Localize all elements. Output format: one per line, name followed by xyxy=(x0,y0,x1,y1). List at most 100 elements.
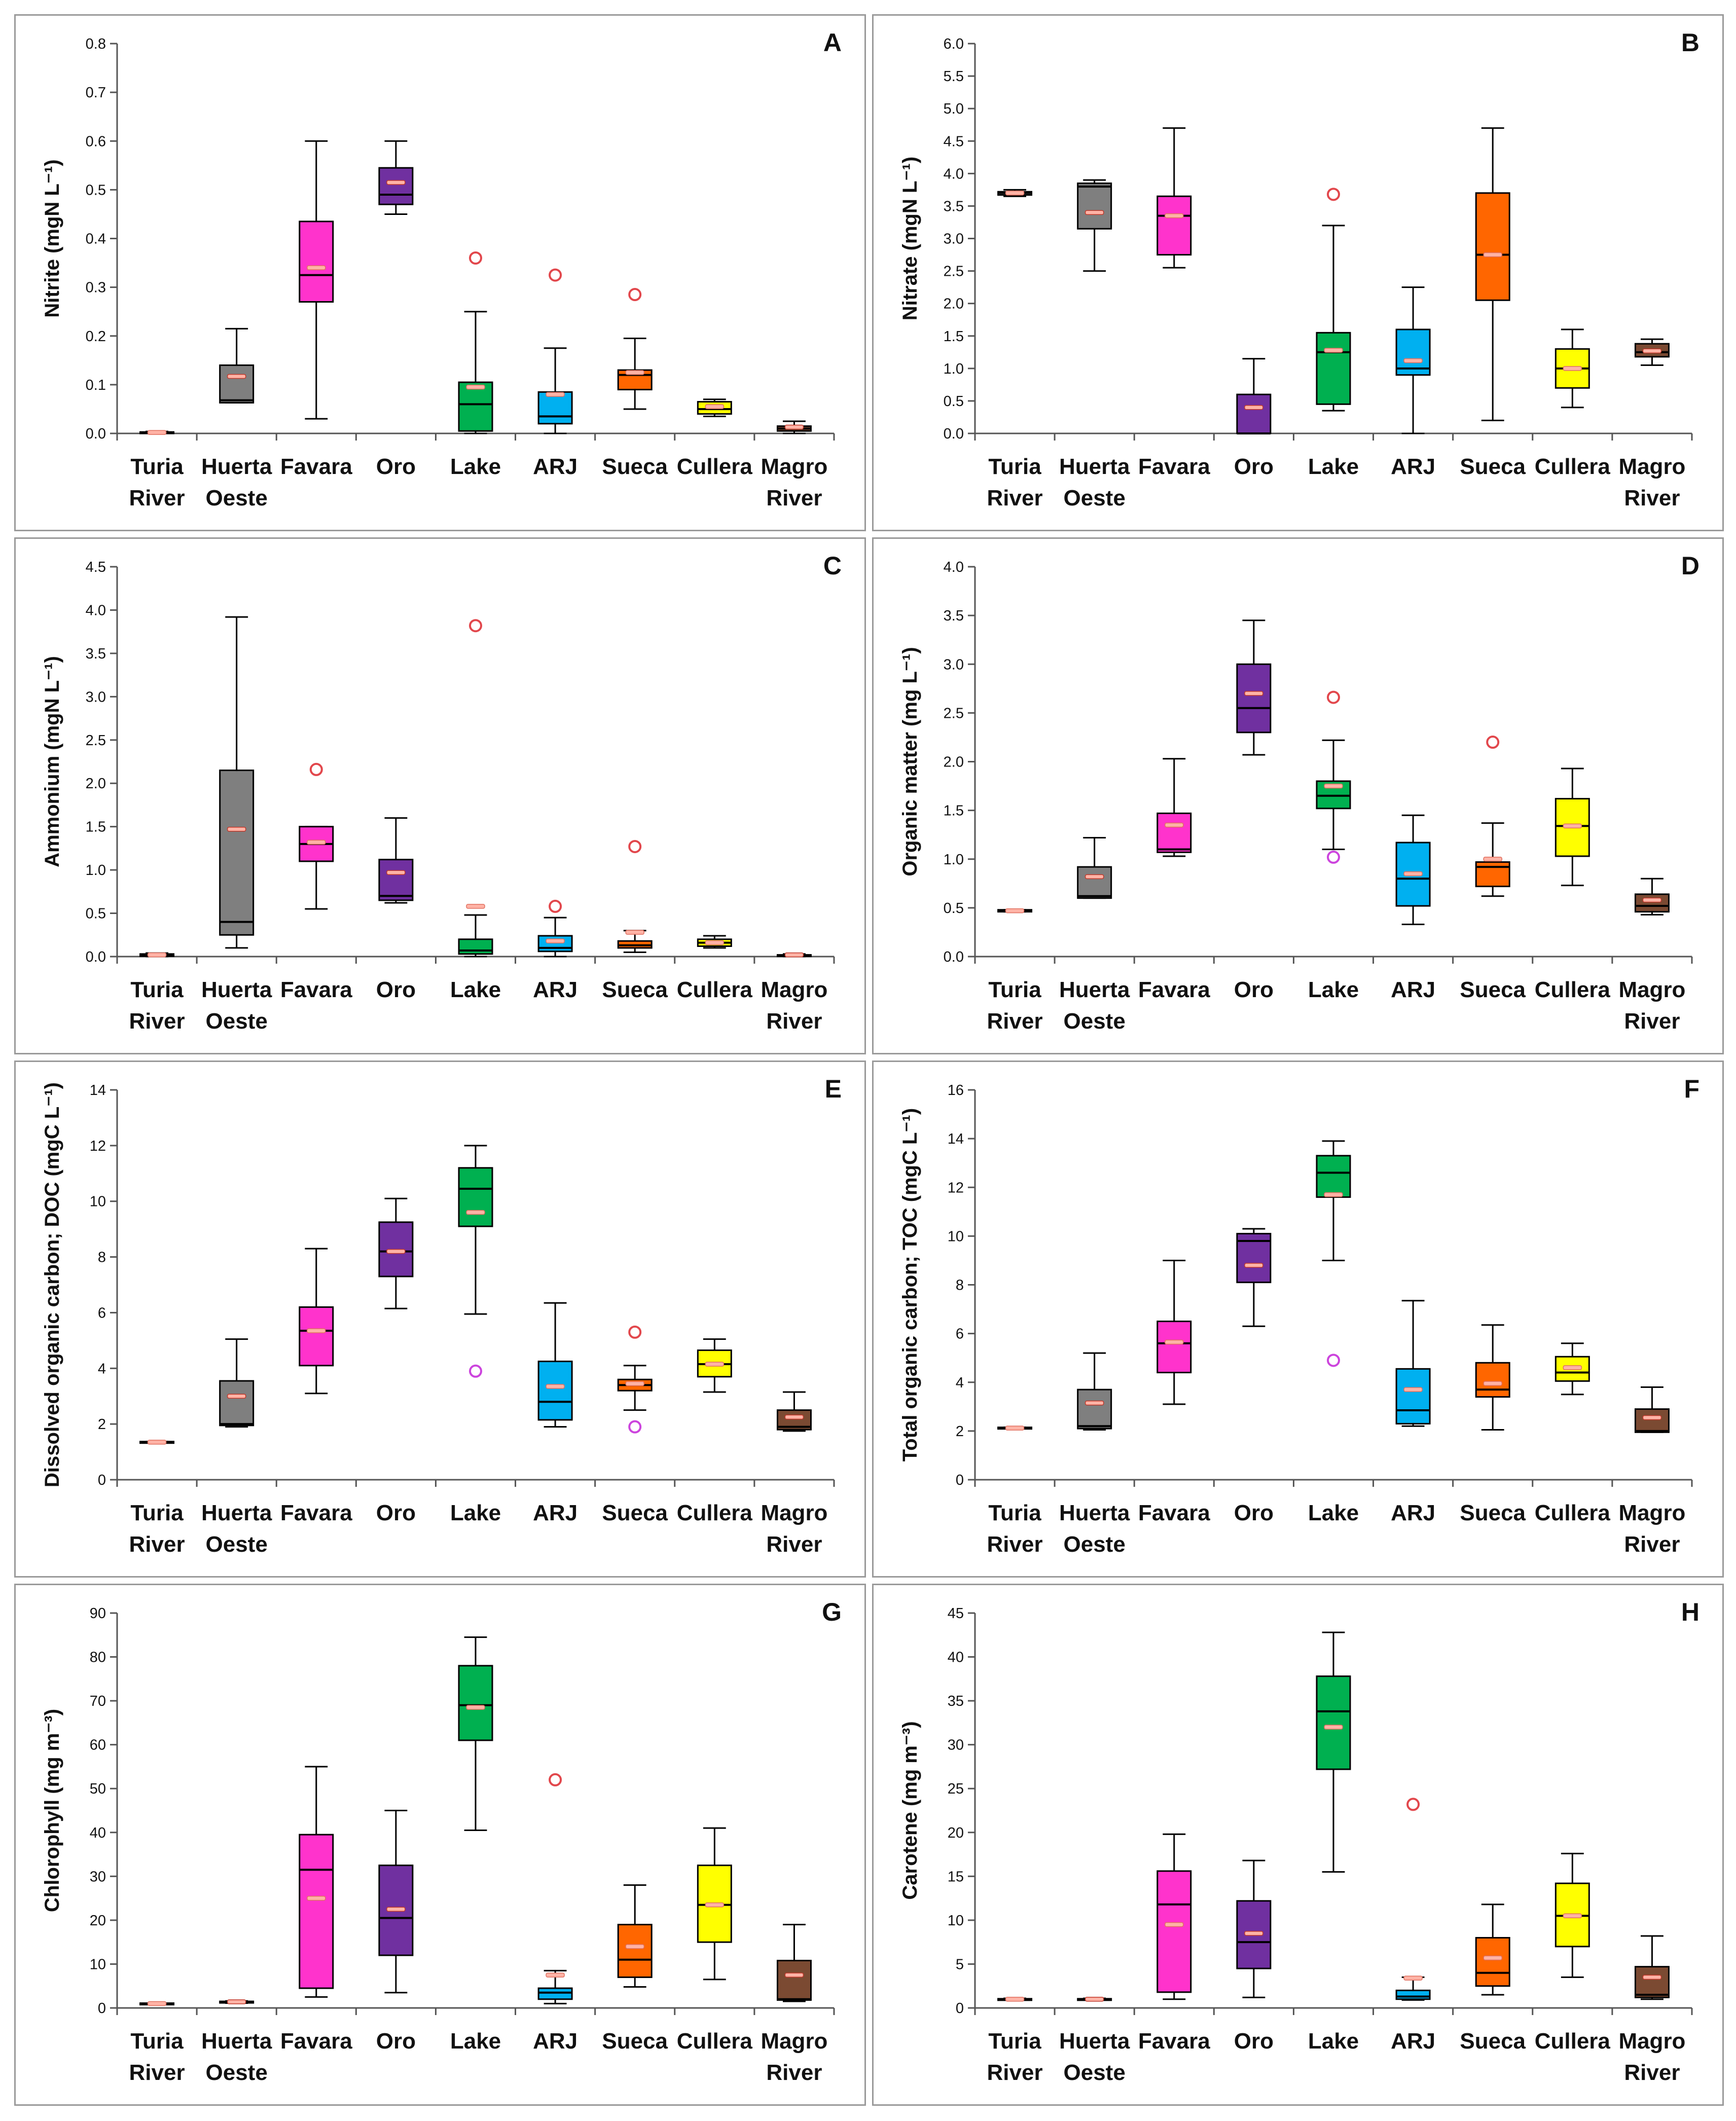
box-7 xyxy=(617,1365,653,1411)
box-2 xyxy=(219,1338,255,1428)
mean-marker xyxy=(1084,874,1104,880)
category-label: Oeste xyxy=(206,2060,268,2085)
mean-marker xyxy=(1563,366,1582,371)
category-label: Turia xyxy=(130,454,184,479)
iqr-box xyxy=(1634,1966,1670,1998)
iqr-box xyxy=(1475,861,1510,888)
box-4 xyxy=(1236,1859,1272,1998)
category-label: Favara xyxy=(280,977,352,1002)
box-4 xyxy=(378,140,414,215)
category-label: River xyxy=(129,1009,185,1034)
iqr-box xyxy=(378,859,414,901)
box-5 xyxy=(1316,225,1351,412)
mean-marker xyxy=(546,1384,565,1389)
mean-marker xyxy=(1165,213,1184,218)
mean-marker xyxy=(1324,348,1343,353)
category-label: Huerta xyxy=(201,977,272,1002)
box-7 xyxy=(1475,1324,1510,1431)
category-label: Huerta xyxy=(201,2029,272,2054)
y-tick-label: 0.0 xyxy=(86,426,106,442)
iqr-box xyxy=(1634,1408,1670,1433)
category-label: Oro xyxy=(376,2029,416,2054)
mean-marker xyxy=(1324,783,1343,789)
outlier-point xyxy=(309,762,323,776)
iqr-box xyxy=(1634,343,1670,358)
box-7 xyxy=(1475,1904,1510,1996)
category-label: Cullera xyxy=(1535,2029,1611,2054)
mean-marker xyxy=(227,1394,246,1399)
box-9 xyxy=(776,1391,812,1432)
panel-label: E xyxy=(825,1075,842,1103)
mean-marker xyxy=(1483,1381,1502,1386)
panel-e-doc: 0 2 4 6 8 10 12 14 Turia River Huerta Oeste Favara Or… xyxy=(14,1060,866,1578)
category-label: ARJ xyxy=(533,454,577,479)
iqr-box xyxy=(1475,192,1510,301)
y-axis-label: Organic matter (mg L⁻¹) xyxy=(899,647,921,876)
mean-marker xyxy=(307,839,326,845)
y-axis-label: Total organic carbon; TOC (mgC L⁻¹) xyxy=(899,1108,921,1461)
y-axis-label: Chlorophyll (mg m⁻³) xyxy=(41,1709,63,1912)
iqr-box xyxy=(299,1834,334,1989)
category-label: River xyxy=(766,2060,822,2085)
mean-marker xyxy=(1005,1425,1025,1431)
box-8 xyxy=(697,935,732,949)
y-axis-label: Carotene (mg m⁻³) xyxy=(899,1721,921,1899)
category-label: Lake xyxy=(450,1501,501,1525)
mean-marker xyxy=(227,374,246,379)
category-label: River xyxy=(1624,1532,1680,1557)
category-label: Lake xyxy=(1308,454,1359,479)
mean-marker xyxy=(227,1999,246,2004)
y-tick-label: 2.5 xyxy=(944,264,964,280)
mean-marker xyxy=(1642,1415,1662,1420)
panel-c-ammonium: 0.0 0.5 1.0 1.5 2.0 2.5 3.0 3.5 4.0 4.5 Turia River… xyxy=(14,537,866,1054)
category-label: Oro xyxy=(376,1501,416,1525)
iqr-box xyxy=(219,364,255,404)
category-label: Magro xyxy=(1618,454,1685,479)
category-label: Sueca xyxy=(602,454,668,479)
panel-label: F xyxy=(1684,1075,1699,1103)
y-tick-label: 8 xyxy=(98,1250,106,1266)
panel-d-organic-matter: 0.0 0.5 1.0 1.5 2.0 2.5 3.0 3.5 4.0 Turia River Hue… xyxy=(872,537,1724,1054)
box-1 xyxy=(997,1425,1033,1431)
mean-marker xyxy=(705,404,725,409)
category-label: ARJ xyxy=(533,1501,577,1525)
panel-b-nitrate: 0.0 0.5 1.0 1.5 2.0 2.5 3.0 3.5 4.0 4.5 5.0 5.5 6.0 T… xyxy=(872,14,1724,531)
box-4 xyxy=(378,817,414,904)
y-tick-label: 12 xyxy=(90,1138,106,1154)
iqr-box xyxy=(1475,1362,1510,1398)
box-9 xyxy=(1634,1935,1670,2000)
box-3 xyxy=(1156,758,1192,857)
iqr-box xyxy=(1077,866,1112,899)
mean-marker xyxy=(1642,348,1662,353)
iqr-box xyxy=(299,1306,334,1367)
box-7 xyxy=(617,338,653,410)
mean-marker xyxy=(705,940,725,945)
panel-label: C xyxy=(823,552,842,580)
y-tick-label: 10 xyxy=(90,1194,106,1210)
y-tick-label: 0 xyxy=(98,1472,106,1488)
outlier-point xyxy=(1327,850,1340,864)
mean-marker xyxy=(1563,823,1582,829)
box-2 xyxy=(1077,1352,1112,1431)
mean-marker xyxy=(1165,1339,1184,1345)
mean-marker xyxy=(1005,1996,1025,2002)
category-label: Cullera xyxy=(1535,454,1611,479)
box-8 xyxy=(697,398,732,417)
category-label: Lake xyxy=(1308,977,1359,1002)
category-label: Cullera xyxy=(677,977,753,1002)
category-label: Sueca xyxy=(602,2029,668,2054)
category-label: Favara xyxy=(280,2029,352,2054)
box-1 xyxy=(997,1996,1033,2002)
box-3 xyxy=(1156,127,1192,269)
y-axis-label: Nitrite (mgN L⁻¹) xyxy=(41,159,63,317)
category-label: Sueca xyxy=(1460,1501,1526,1525)
iqr-box xyxy=(1634,893,1670,913)
box-4 xyxy=(378,1810,414,1994)
iqr-box xyxy=(1236,663,1272,734)
box-6 xyxy=(537,347,573,434)
mean-marker xyxy=(625,1381,644,1386)
category-label: Huerta xyxy=(1059,2029,1130,2054)
category-label: Magro xyxy=(761,454,827,479)
box-9 xyxy=(1634,877,1670,916)
y-tick-label: 60 xyxy=(90,1737,106,1753)
